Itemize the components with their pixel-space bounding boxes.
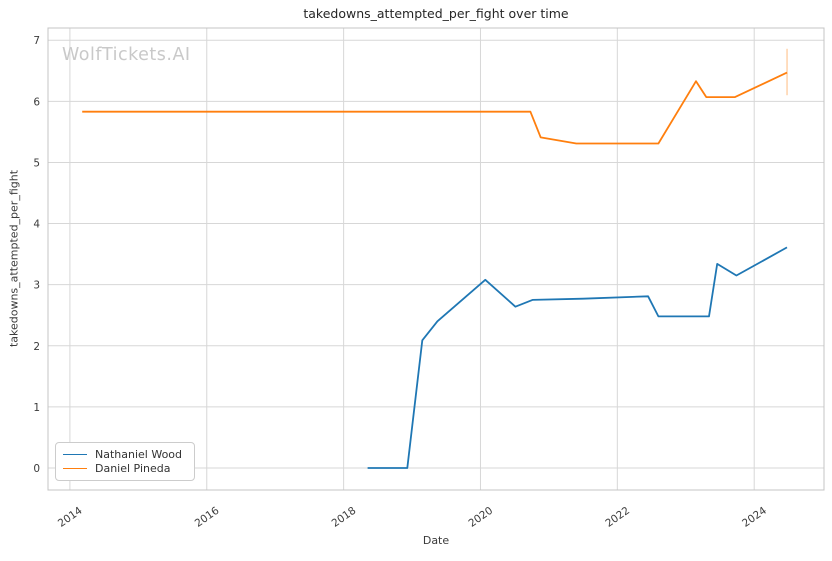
x-tick-label: 2014 — [56, 504, 85, 529]
legend-label: Daniel Pineda — [95, 462, 171, 476]
plot-border — [47, 27, 825, 491]
y-tick-label: 1 — [33, 402, 40, 414]
y-tick-label: 7 — [33, 35, 40, 47]
legend-label: Nathaniel Wood — [95, 447, 183, 461]
y-tick-label: 0 — [33, 463, 40, 475]
legend-item: Nathaniel Wood — [63, 448, 186, 461]
chart-title: takedowns_attempted_per_fight over time — [303, 6, 569, 21]
x-axis-label: Date — [422, 534, 450, 547]
y-tick-label: 2 — [33, 341, 40, 353]
x-tick-label: 2020 — [466, 505, 495, 530]
y-tick-label: 6 — [33, 96, 40, 108]
legend: Nathaniel Wood Daniel Pineda — [55, 442, 195, 481]
x-tick-label: 2018 — [330, 505, 359, 530]
y-tick-label: 3 — [33, 280, 40, 292]
x-tick-label: 2016 — [193, 504, 222, 529]
legend-item: Daniel Pineda — [63, 462, 186, 475]
y-axis-label: takedowns_attempted_per_fight — [7, 169, 21, 348]
y-tick-label: 5 — [33, 157, 40, 169]
legend-swatch-daniel-pineda — [63, 468, 87, 470]
series-line-0 — [367, 246, 788, 469]
legend-swatch-nathaniel-wood — [63, 453, 87, 455]
x-tick-label: 2024 — [740, 504, 769, 529]
series-line-1 — [82, 71, 788, 145]
y-tick-label: 4 — [33, 219, 40, 231]
x-tick-label: 2022 — [603, 505, 632, 530]
